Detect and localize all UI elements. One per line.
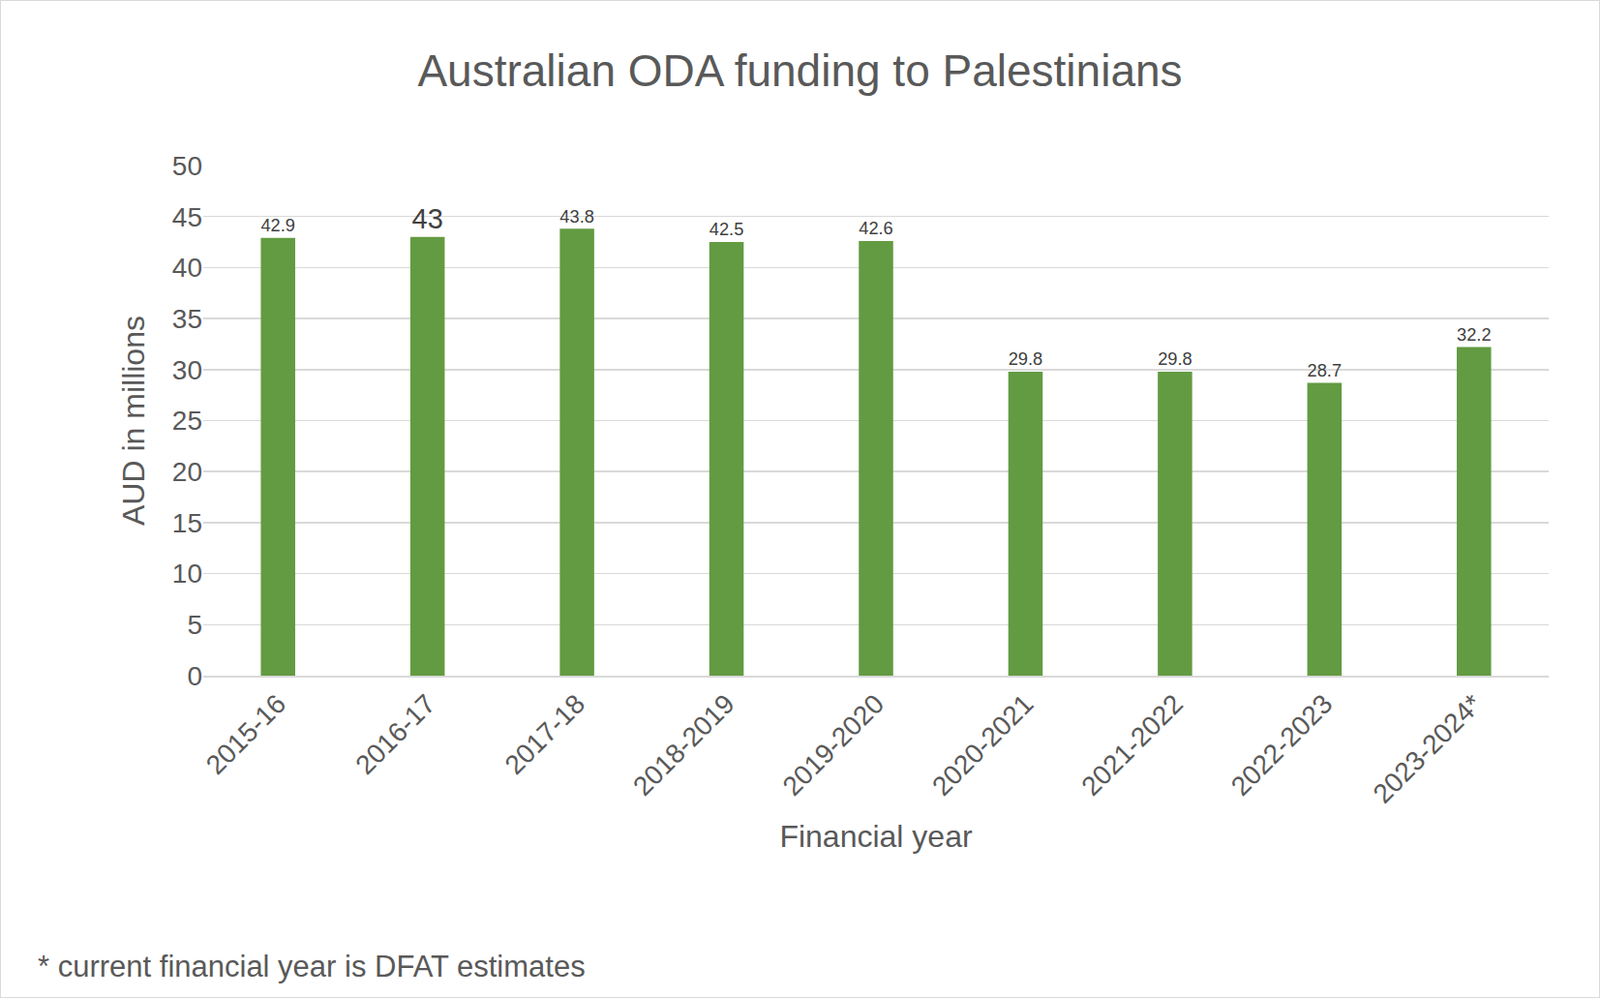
svg-text:5: 5 <box>186 609 203 640</box>
svg-text:32.2: 32.2 <box>1456 324 1492 345</box>
svg-text:2023-2024*: 2023-2024* <box>1367 688 1488 809</box>
svg-text:2019-2020: 2019-2020 <box>777 688 891 802</box>
svg-text:20: 20 <box>172 456 203 487</box>
svg-text:30: 30 <box>172 355 203 386</box>
svg-text:25: 25 <box>172 405 203 436</box>
svg-text:35: 35 <box>172 303 203 334</box>
svg-text:43.8: 43.8 <box>559 206 595 227</box>
svg-text:43: 43 <box>412 203 444 235</box>
svg-text:42.9: 42.9 <box>260 214 296 236</box>
svg-text:* current financial year is DF: * current financial year is DFAT estimat… <box>37 949 586 984</box>
svg-text:2020-2021: 2020-2021 <box>926 688 1040 802</box>
svg-text:15: 15 <box>172 508 203 539</box>
svg-text:45: 45 <box>172 202 203 233</box>
svg-text:42.6: 42.6 <box>858 217 894 239</box>
svg-text:Financial year: Financial year <box>779 818 973 854</box>
svg-text:2016-17: 2016-17 <box>349 688 442 781</box>
svg-text:50: 50 <box>172 150 203 182</box>
svg-text:0: 0 <box>186 661 203 692</box>
svg-text:Australian ODA funding to Pale: Australian ODA funding to Palestinians <box>417 45 1182 96</box>
svg-text:29.8: 29.8 <box>1008 348 1044 369</box>
svg-text:42.5: 42.5 <box>709 218 745 240</box>
svg-text:28.7: 28.7 <box>1307 360 1343 381</box>
svg-text:2022-2023: 2022-2023 <box>1225 688 1339 802</box>
svg-text:10: 10 <box>172 558 203 589</box>
svg-text:2017-18: 2017-18 <box>499 688 592 781</box>
svg-text:2021-2022: 2021-2022 <box>1075 688 1189 802</box>
svg-text:AUD in millions: AUD in millions <box>116 315 151 526</box>
svg-text:2015-16: 2015-16 <box>200 688 293 781</box>
svg-text:29.8: 29.8 <box>1157 348 1193 369</box>
svg-text:40: 40 <box>172 252 203 283</box>
svg-text:2018-2019: 2018-2019 <box>627 688 741 802</box>
